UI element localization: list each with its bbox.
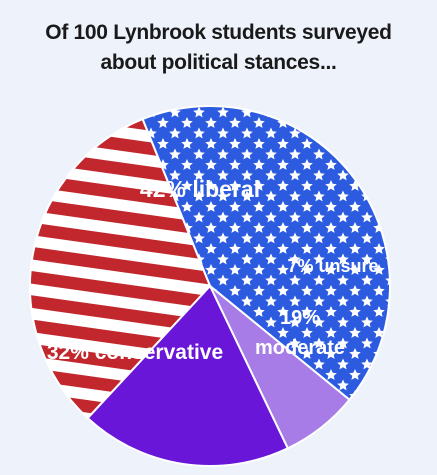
chart-title-line-2: about political stances... bbox=[100, 51, 337, 74]
pie-slice-moderate bbox=[86, 285, 289, 467]
chart-title-line-1: Of 100 Lynbrook students surveyed bbox=[45, 21, 392, 44]
slice-label-moderate-line-1: 19% bbox=[280, 307, 320, 329]
slice-label-conservative: 32% conservative bbox=[47, 341, 223, 364]
chart-title: Of 100 Lynbrook students surveyed about … bbox=[0, 18, 437, 78]
slice-label-moderate: 19% moderate bbox=[255, 307, 345, 359]
slice-label-moderate-line-2: moderate bbox=[255, 337, 345, 359]
pie-slice-conservative bbox=[29, 118, 211, 420]
slice-label-liberal: 42% liberal bbox=[140, 176, 260, 202]
pie-slice-liberal bbox=[141, 105, 391, 401]
slice-label-unsure: 7% unsure bbox=[287, 256, 378, 276]
